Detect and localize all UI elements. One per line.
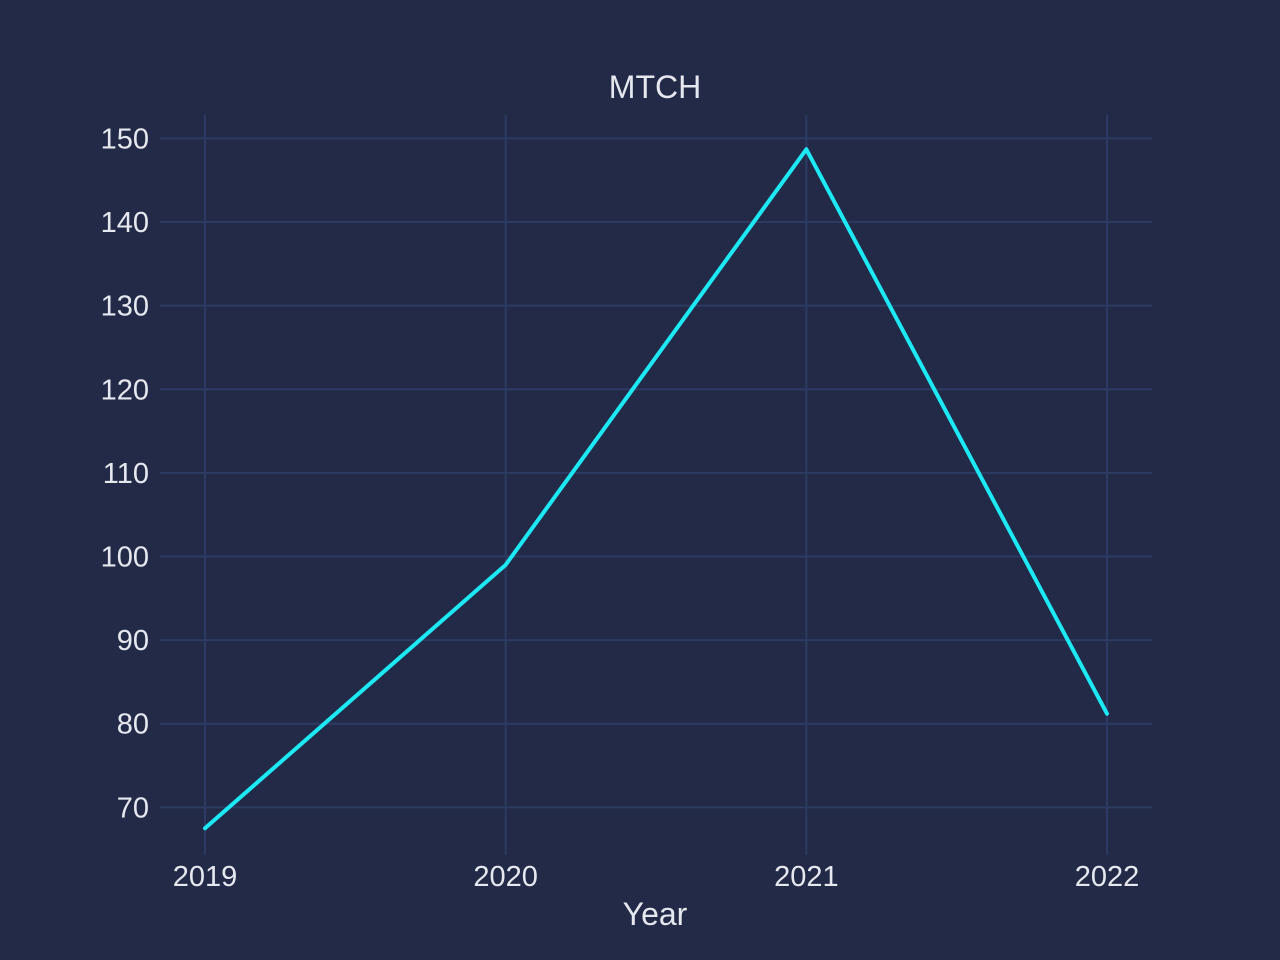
y-tick-label: 130 — [101, 291, 149, 323]
chart-title: MTCH — [609, 69, 701, 105]
x-tick-label: 2021 — [774, 861, 839, 893]
y-tick-label: 110 — [103, 458, 149, 490]
y-tick-label: 90 — [117, 625, 149, 657]
series-layer — [203, 147, 1109, 831]
y-tick-label: 120 — [101, 374, 149, 406]
x-tick-label: 2019 — [173, 861, 238, 893]
grid — [160, 115, 1152, 855]
series-line — [203, 147, 1109, 831]
x-axis-label: Year — [623, 896, 688, 932]
x-tick-label: 2020 — [473, 861, 538, 893]
y-tick-label: 70 — [117, 792, 149, 824]
x-tick-label: 2022 — [1075, 861, 1140, 893]
tick-labels: 70 80 90 100 110 120 130 140 150 2019 2020 2021 2022 — [101, 123, 1140, 893]
y-tick-label: 140 — [101, 207, 149, 239]
y-tick-label: 150 — [101, 123, 149, 155]
y-tick-label: 100 — [101, 541, 149, 573]
y-tick-label: 80 — [117, 709, 149, 741]
